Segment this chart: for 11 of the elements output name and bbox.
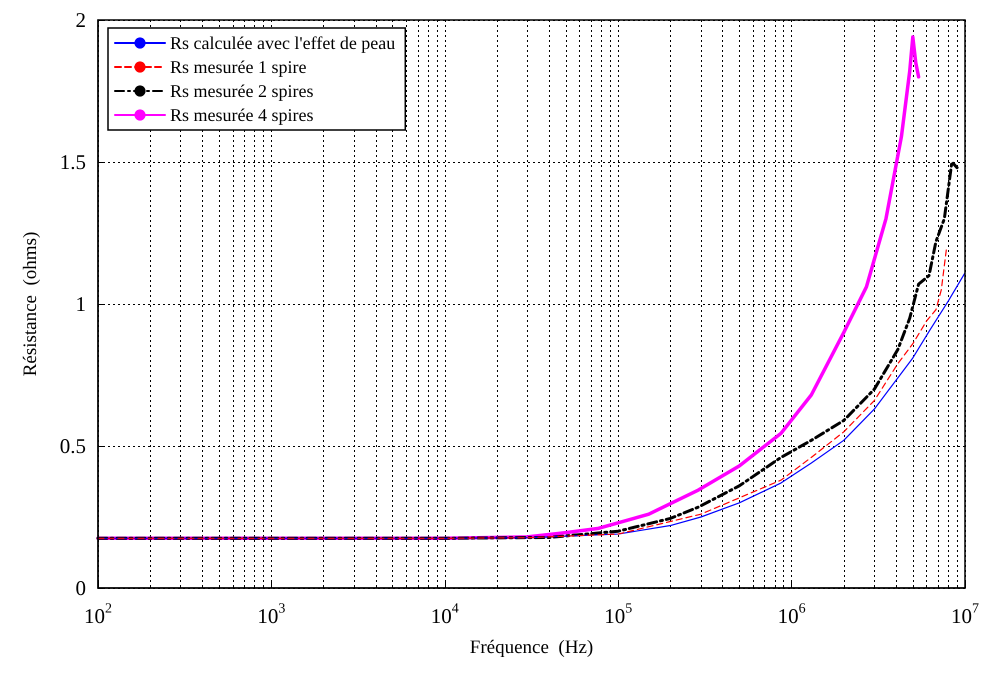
legend-label: Rs mesurée 2 spires (170, 81, 314, 101)
y-tick-label: 1.5 (60, 150, 86, 174)
y-tick-label: 2 (76, 8, 86, 32)
legend-label: Rs calculée avec l'effet de peau (170, 33, 396, 53)
y-axis-title: Résistance (ohms) (20, 232, 41, 376)
y-tick-label: 0 (76, 576, 86, 600)
y-tick-label: 0.5 (60, 434, 86, 458)
y-tick-label: 1 (76, 292, 86, 316)
x-axis-title: Fréquence (Hz) (470, 637, 594, 658)
legend-label: Rs mesurée 4 spires (170, 105, 314, 125)
legend-label: Rs mesurée 1 spire (170, 57, 306, 77)
